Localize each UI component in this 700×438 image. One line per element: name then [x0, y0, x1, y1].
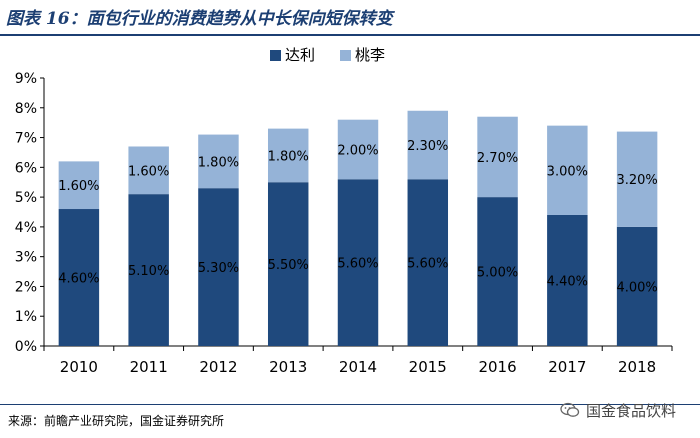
bar-dali — [616, 226, 658, 346]
data-label: 1.80% — [198, 155, 239, 170]
data-label: 5.50% — [268, 258, 309, 273]
legend-label: 桃李 — [355, 46, 385, 64]
footer-divider — [0, 404, 700, 405]
bar-dali — [128, 194, 169, 346]
bar-taoli — [547, 125, 588, 215]
x-tick-label: 2018 — [618, 358, 656, 376]
data-label: 5.10% — [128, 264, 169, 279]
legend: 达利 桃李 — [270, 46, 385, 64]
watermark: 国金食品饮料 — [560, 399, 676, 421]
y-tick-label: 8% — [15, 101, 37, 117]
watermark-text: 国金食品饮料 — [585, 401, 676, 420]
data-label: 2.30% — [407, 139, 448, 154]
x-tick-label: 2017 — [548, 358, 586, 376]
y-tick-label: 0% — [15, 339, 37, 355]
y-tick-label: 4% — [15, 220, 37, 236]
bar-dali — [267, 182, 309, 346]
data-label: 4.00% — [616, 280, 657, 295]
data-label: 3.20% — [616, 173, 657, 188]
figure-title: 图表 16：面包行业的消费趋势从中长保向短保转变 — [6, 9, 393, 29]
legend-label: 达利 — [285, 46, 315, 64]
x-tick-label: 2013 — [269, 358, 307, 376]
bar-dali — [337, 179, 379, 346]
x-tick-label: 2012 — [199, 358, 237, 376]
source-note: 来源：前瞻产业研究院，国金证券研究所 — [8, 414, 225, 428]
bar-taoli — [128, 146, 169, 195]
bar-dali — [58, 209, 100, 346]
x-tick-label: 2010 — [60, 358, 98, 376]
stacked-bar-chart: 0% 1% 2% 3% 4% 5% 6% 7% 8% 9% 2010 2011 2012 2013 2014… — [15, 46, 673, 376]
y-tick-label: 3% — [15, 250, 37, 266]
title-divider — [0, 34, 700, 36]
y-tick-label: 6% — [15, 160, 37, 176]
y-tick-label: 5% — [15, 190, 37, 206]
bar-taoli — [198, 134, 239, 189]
wechat-icon — [560, 402, 580, 417]
bar-taoli — [477, 116, 518, 198]
data-label: 1.60% — [58, 179, 99, 194]
bar-taoli — [58, 161, 100, 210]
x-tick-label: 2014 — [339, 358, 377, 376]
bar-taoli — [616, 131, 658, 227]
legend-swatch — [270, 50, 281, 61]
data-label: 2.70% — [477, 151, 518, 166]
y-tick-label: 7% — [15, 131, 37, 147]
bar-dali — [198, 188, 239, 346]
bar-taoli — [267, 128, 309, 183]
bar-dali — [477, 197, 518, 346]
y-tick-label: 9% — [15, 71, 37, 87]
data-label: 5.60% — [407, 257, 448, 272]
axes: 0% 1% 2% 3% 4% 5% 6% 7% 8% 9% 2010 2011 2012 2013 2014… — [15, 71, 673, 376]
x-tick-label: 2016 — [478, 358, 516, 376]
y-tick-label: 1% — [15, 309, 37, 325]
x-tick-label: 2015 — [409, 358, 447, 376]
y-tick-label: 2% — [15, 279, 37, 295]
data-label: 4.60% — [58, 272, 99, 287]
x-tick-label: 2011 — [130, 358, 168, 376]
bars — [58, 110, 658, 346]
legend-swatch — [340, 50, 351, 61]
bar-taoli — [407, 110, 449, 180]
bar-dali — [547, 214, 588, 346]
data-label: 1.60% — [128, 164, 169, 179]
data-label: 4.40% — [547, 274, 588, 289]
data-label: 5.00% — [477, 266, 518, 281]
data-label: 5.60% — [337, 257, 378, 272]
bar-taoli — [337, 119, 379, 180]
bar-dali — [407, 179, 449, 346]
data-labels: 4.60% 1.60% 5.10% 1.60% 5.30% 1.80% 5.50% 1.80%… — [58, 139, 658, 295]
data-label: 3.00% — [547, 164, 588, 179]
data-label: 1.80% — [268, 149, 309, 164]
data-label: 2.00% — [337, 143, 378, 158]
data-label: 5.30% — [198, 261, 239, 276]
